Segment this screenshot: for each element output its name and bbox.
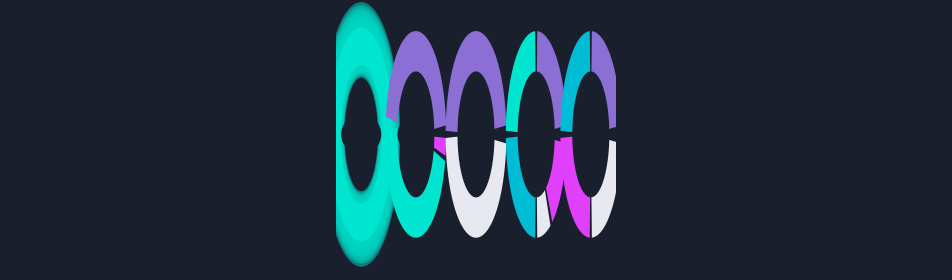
Circle shape <box>342 115 381 154</box>
Polygon shape <box>446 31 506 132</box>
Polygon shape <box>591 140 621 238</box>
Polygon shape <box>537 31 566 129</box>
Polygon shape <box>324 5 399 263</box>
Polygon shape <box>329 27 392 241</box>
Polygon shape <box>506 31 536 132</box>
Circle shape <box>573 117 608 152</box>
Polygon shape <box>561 31 590 132</box>
Polygon shape <box>561 137 590 238</box>
Circle shape <box>459 117 493 152</box>
Polygon shape <box>591 31 621 129</box>
Circle shape <box>398 117 433 152</box>
Circle shape <box>519 117 554 152</box>
Polygon shape <box>546 140 566 222</box>
Polygon shape <box>328 24 393 245</box>
Polygon shape <box>434 137 446 156</box>
Polygon shape <box>537 190 550 238</box>
Polygon shape <box>327 21 394 248</box>
Polygon shape <box>446 137 506 238</box>
Polygon shape <box>386 31 446 129</box>
Polygon shape <box>327 18 395 251</box>
Polygon shape <box>325 11 397 257</box>
Polygon shape <box>324 8 398 260</box>
Polygon shape <box>386 125 446 238</box>
Polygon shape <box>323 2 400 267</box>
Polygon shape <box>326 15 396 254</box>
Polygon shape <box>506 137 536 238</box>
